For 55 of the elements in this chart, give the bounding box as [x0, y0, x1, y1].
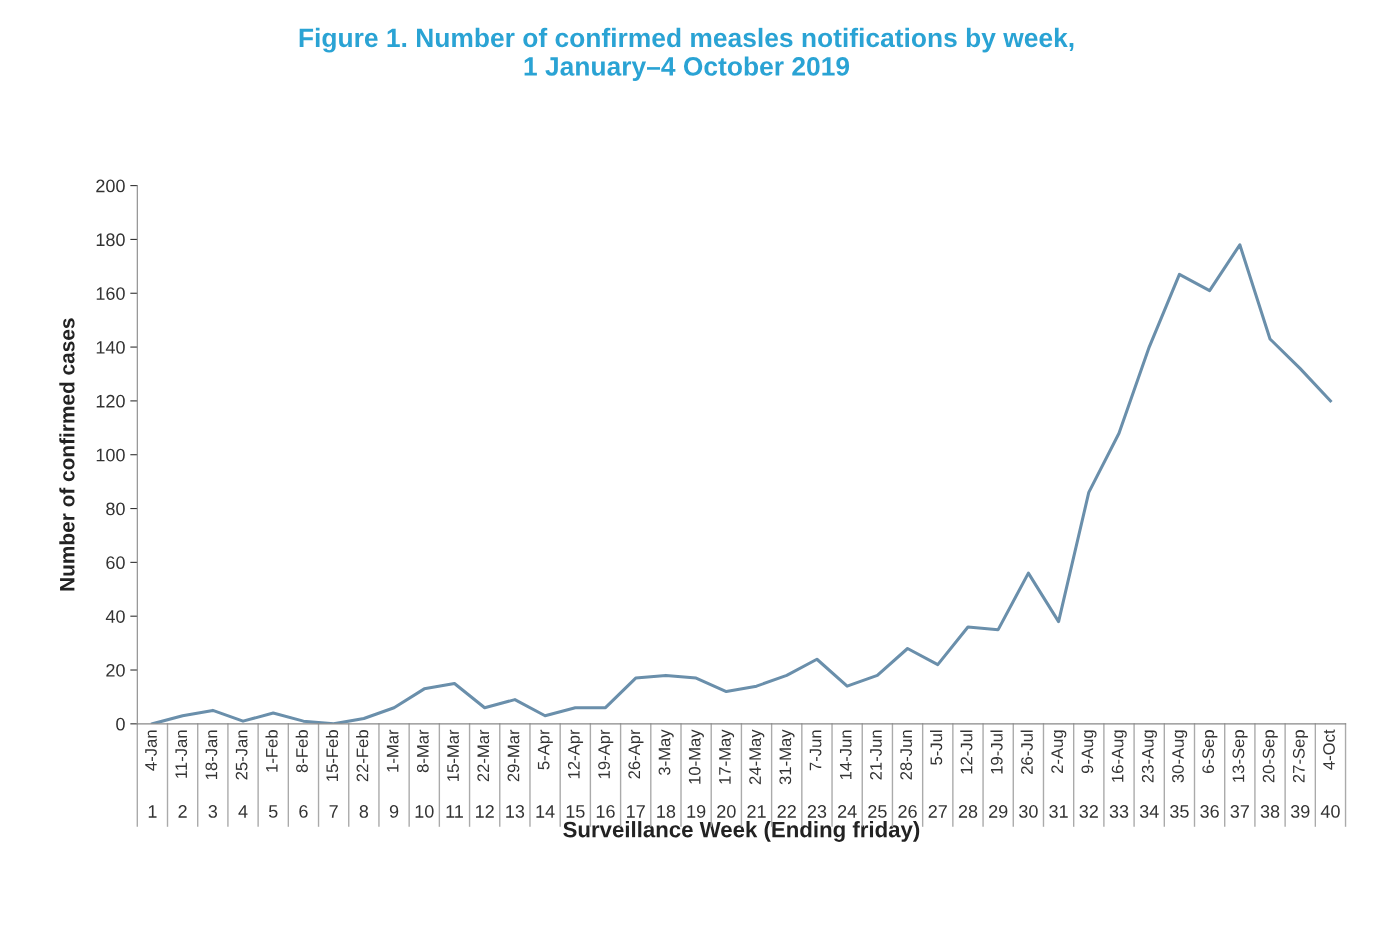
category-label: 1-Feb 5: [265, 730, 278, 818]
category-label: 12-Apr 15: [566, 729, 585, 818]
category-label: 27-Sep 39: [1290, 730, 1310, 818]
category-label: 21-Jun 25: [868, 730, 887, 818]
category-label: 2-Aug 31: [1049, 730, 1068, 818]
y-tick-label: 140: [96, 341, 125, 354]
category-label: 8-Mar 10: [415, 729, 434, 818]
category-label: 19-Jul 29: [989, 730, 1008, 818]
y-tick-label: 20: [106, 663, 125, 677]
category-label: 11-Jan 2: [175, 730, 188, 818]
category-label: 4-Oct 40: [1320, 729, 1340, 818]
category-label: 5-Jul 27: [928, 730, 947, 818]
category-label: 31-May 22: [777, 729, 796, 818]
category-label: 25-Jan 4: [235, 730, 248, 818]
category-label: 9-Aug 32: [1079, 730, 1098, 818]
category-label: 16-Aug 33: [1109, 730, 1129, 818]
category-label: 1-Mar 9: [386, 729, 399, 818]
category-label: 18-Jan 3: [205, 730, 218, 818]
y-axis-title: Number of confirmed cases: [59, 318, 75, 591]
category-label: 29-Mar 13: [506, 729, 525, 818]
chart-title: Figure 1. Number of confirmed measles notifications by week, 1 January–4 October 2019: [299, 27, 1074, 81]
category-label: 30-Aug 35: [1170, 730, 1189, 818]
category-label: 15-Feb 7: [325, 730, 339, 818]
y-tick-label: 80: [106, 502, 125, 516]
category-label: 4-Jan 1: [145, 730, 157, 818]
category-label: 23-Aug 34: [1139, 730, 1159, 818]
category-label: 6-Sep 36: [1200, 730, 1219, 818]
y-tick-label: 160: [96, 287, 125, 300]
y-tick-label: 0: [116, 717, 125, 731]
line-series: [150, 243, 1332, 724]
category-label: 19-Apr 16: [596, 729, 615, 818]
category-label: 28-Jun 26: [898, 730, 917, 818]
y-tick-label: 40: [105, 610, 125, 623]
category-label: 8-Feb 6: [295, 730, 308, 818]
category-label: 7-Jun 23: [807, 730, 827, 818]
y-tick-label: 200: [96, 179, 125, 193]
category-label: 13-Sep 37: [1230, 730, 1249, 818]
category-label: 17-May 20: [717, 729, 736, 818]
y-tick-label: 100: [96, 448, 125, 462]
category-label: 5-Apr 14: [536, 729, 555, 818]
category-label: 14-Jun 24: [838, 730, 857, 818]
x-axis-title: Surveillance Week (Ending friday): [563, 821, 920, 842]
category-label: 3-May 18: [657, 729, 676, 818]
category-label: 10-May 19: [687, 729, 706, 818]
category-label: 26-Jul 30: [1019, 730, 1038, 818]
y-tick-label: 180: [96, 233, 125, 247]
category-label: 15-Mar 11: [446, 729, 463, 818]
y-tick-label: 120: [96, 394, 125, 408]
y-tick-label: 60: [106, 556, 125, 570]
category-label: 22-Feb 8: [356, 730, 369, 818]
category-label: 12-Jul 28: [958, 730, 978, 818]
category-label: 26-Apr 17: [627, 729, 645, 818]
category-label: 24-May 21: [747, 729, 766, 818]
category-label: 22-Mar 12: [476, 729, 494, 818]
category-label: 20-Sep 38: [1260, 730, 1280, 818]
